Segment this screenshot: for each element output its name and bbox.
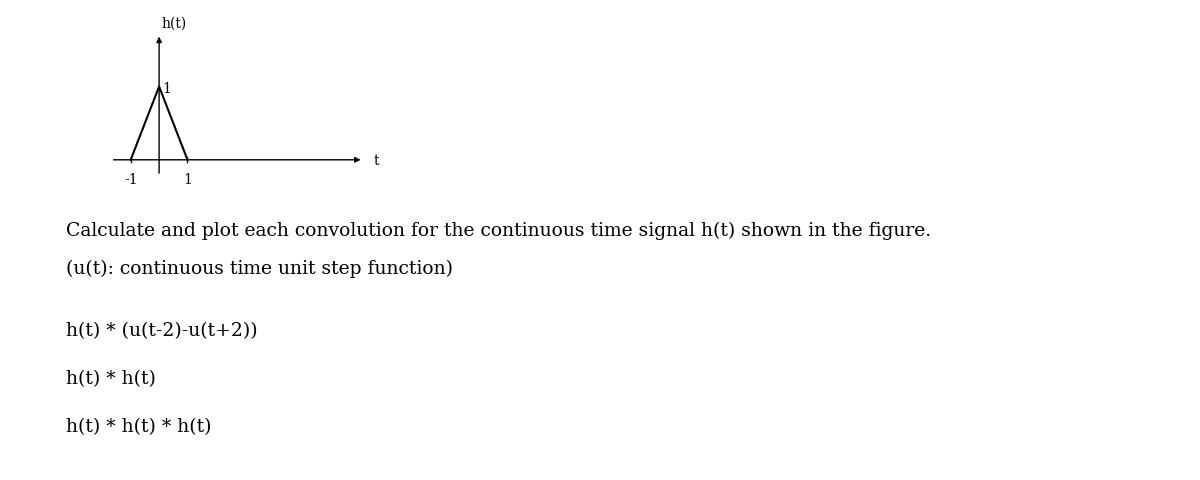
Text: h(t): h(t) [162, 16, 187, 30]
Text: 1: 1 [162, 82, 170, 96]
Text: t: t [373, 154, 379, 168]
Text: h(t) * h(t) * h(t): h(t) * h(t) * h(t) [66, 418, 211, 435]
Text: h(t) * (u(t-2)-u(t+2)): h(t) * (u(t-2)-u(t+2)) [66, 322, 258, 339]
Text: (u(t): continuous time unit step function): (u(t): continuous time unit step functio… [66, 259, 454, 277]
Text: -1: -1 [124, 172, 138, 186]
Text: h(t) * h(t): h(t) * h(t) [66, 370, 156, 387]
Text: Calculate and plot each convolution for the continuous time signal h(t) shown in: Calculate and plot each convolution for … [66, 221, 931, 239]
Text: 1: 1 [184, 172, 192, 186]
